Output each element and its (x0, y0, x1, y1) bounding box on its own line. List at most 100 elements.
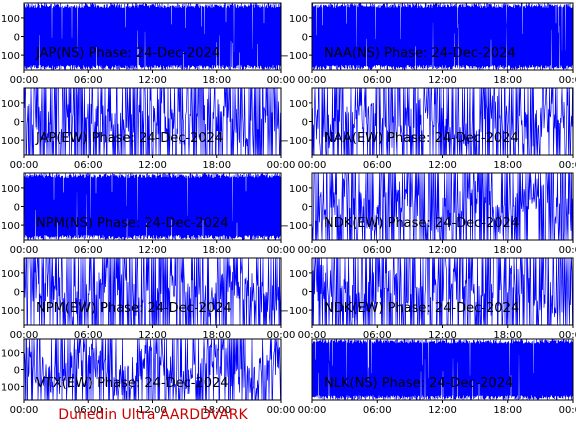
panel-title: NDK(EW) Phase: 24-Dec-2024 (324, 216, 519, 231)
x-tick-label: 18:00 (202, 75, 231, 86)
x-tick-label: 06:00 (74, 160, 103, 171)
x-tick-label: 12:00 (138, 405, 167, 416)
x-tick-label: 00:00 (10, 330, 39, 341)
phase-trace (24, 88, 281, 155)
phase-trace (24, 339, 281, 400)
y-tick-label: 100 (1, 184, 20, 195)
x-tick-label: 00:00 (10, 75, 39, 86)
y-tick-label: −100 (281, 51, 308, 62)
y-tick-label: −100 (281, 221, 308, 232)
x-tick-label: 06:00 (363, 160, 392, 171)
x-tick-label: 00:00 (559, 245, 576, 256)
panel-title: NAA(NS) Phase: 24-Dec-2024 (324, 46, 516, 61)
y-tick-label: 0 (302, 118, 308, 129)
y-tick-label: 0 (302, 203, 308, 214)
y-tick-label: −100 (281, 306, 308, 317)
panel-1: 100 0 −100 00:00 06:00 12:00 18:00 00:00 JAP(NS)… (0, 2, 296, 86)
x-tick-label: 00:00 (267, 405, 296, 416)
x-tick-label: 18:00 (202, 405, 231, 416)
y-tick-label: 0 (14, 366, 20, 377)
panel-6: 100 0 −100 00:00 06:00 12:00 18:00 00:00 NDK(EW)… (281, 172, 576, 256)
x-tick-label: 12:00 (428, 245, 457, 256)
x-tick-label: 00:00 (298, 75, 327, 86)
phase-trace (312, 339, 573, 400)
footer-caption: Dunedin Ultra AARDDVARK (58, 407, 248, 423)
y-tick-label: 0 (14, 118, 20, 129)
x-tick-label: 12:00 (428, 160, 457, 171)
x-tick-label: 00:00 (267, 330, 296, 341)
y-tick-label: −100 (281, 136, 308, 147)
x-tick-label: 00:00 (10, 160, 39, 171)
y-tick-label: 100 (289, 14, 308, 25)
panel-title: NPM(NS) Phase: 24-Dec-2024 (36, 216, 229, 231)
phase-trace (24, 3, 281, 70)
y-tick-label: −100 (0, 382, 20, 393)
x-tick-label: 12:00 (138, 75, 167, 86)
y-tick-label: 0 (14, 33, 20, 44)
x-tick-label: 12:00 (138, 160, 167, 171)
x-tick-label: 06:00 (363, 245, 392, 256)
y-tick-label: 0 (14, 288, 20, 299)
x-tick-label: 00:00 (267, 160, 296, 171)
panel-9: 100 0 −100 00:00 06:00 12:00 18:00 00:00 VTX(EW)… (0, 338, 296, 416)
x-tick-label: 18:00 (493, 245, 522, 256)
y-tick-label: 100 (289, 99, 308, 110)
panel-2: 100 0 −100 00:00 06:00 12:00 18:00 00:00 NAA(NS)… (281, 2, 576, 86)
x-tick-label: 06:00 (363, 330, 392, 341)
panel-4: 100 0 −100 00:00 06:00 12:00 18:00 00:00 NAA(EW)… (281, 87, 576, 171)
phase-trace (312, 3, 573, 70)
y-tick-label: −100 (0, 221, 20, 232)
phase-trace (312, 88, 573, 155)
x-tick-label: 18:00 (202, 245, 231, 256)
y-tick-label: 100 (1, 99, 20, 110)
panel-title: NLK(NS) Phase: 24-Dec-2024 (324, 376, 513, 391)
panel-8: 100 0 −100 00:00 06:00 12:00 18:00 00:00 NDK(EW)… (281, 257, 576, 341)
x-tick-label: 00:00 (267, 75, 296, 86)
x-tick-label: 12:00 (428, 405, 457, 416)
x-tick-label: 18:00 (493, 75, 522, 86)
panel-3: 100 0 −100 00:00 06:00 12:00 18:00 00:00 JAP(EW)… (0, 87, 296, 171)
x-tick-label: 06:00 (74, 330, 103, 341)
x-tick-label: 06:00 (74, 245, 103, 256)
x-tick-label: 06:00 (363, 75, 392, 86)
y-tick-label: 100 (1, 269, 20, 280)
phase-trace (24, 258, 281, 325)
y-tick-label: 100 (1, 349, 20, 360)
y-tick-label: −100 (0, 136, 20, 147)
x-tick-label: 00:00 (10, 245, 39, 256)
panel-10: 00:00 06:00 12:00 18:00 00:00 NLK(NS) Phase: … (298, 338, 576, 416)
x-tick-label: 18:00 (493, 405, 522, 416)
x-tick-label: 18:00 (202, 160, 231, 171)
x-tick-label: 00:00 (298, 405, 327, 416)
x-tick-label: 12:00 (428, 330, 457, 341)
y-tick-label: −100 (0, 51, 20, 62)
x-tick-label: 18:00 (493, 160, 522, 171)
x-tick-label: 12:00 (138, 330, 167, 341)
x-tick-label: 00:00 (267, 245, 296, 256)
x-tick-label: 12:00 (428, 75, 457, 86)
y-tick-label: 0 (14, 203, 20, 214)
x-tick-label: 12:00 (138, 245, 167, 256)
y-tick-label: 0 (302, 288, 308, 299)
x-tick-label: 00:00 (559, 75, 576, 86)
panel-7: 100 0 −100 00:00 06:00 12:00 18:00 00:00 NPM(EW)… (0, 257, 296, 341)
panel-title: JAP(NS) Phase: 24-Dec-2024 (35, 46, 220, 61)
x-tick-label: 18:00 (493, 330, 522, 341)
x-tick-label: 00:00 (559, 160, 576, 171)
x-tick-label: 00:00 (298, 245, 327, 256)
x-tick-label: 00:00 (298, 330, 327, 341)
panel-title: JAP(EW) Phase: 24-Dec-2024 (35, 131, 223, 146)
x-tick-label: 00:00 (298, 160, 327, 171)
x-tick-label: 00:00 (10, 405, 39, 416)
panel-5: 100 0 −100 00:00 06:00 12:00 18:00 00:00 NPM(NS)… (0, 172, 296, 256)
x-tick-label: 00:00 (559, 330, 576, 341)
panel-title: NPM(EW) Phase: 24-Dec-2024 (36, 301, 232, 316)
y-tick-label: 100 (1, 14, 20, 25)
y-tick-label: 0 (302, 33, 308, 44)
y-tick-label: 100 (289, 269, 308, 280)
panel-title: VTX(EW) Phase: 24-Dec-2024 (36, 376, 229, 391)
y-tick-label: 100 (289, 184, 308, 195)
phase-trace (24, 173, 281, 240)
x-tick-label: 06:00 (74, 405, 103, 416)
